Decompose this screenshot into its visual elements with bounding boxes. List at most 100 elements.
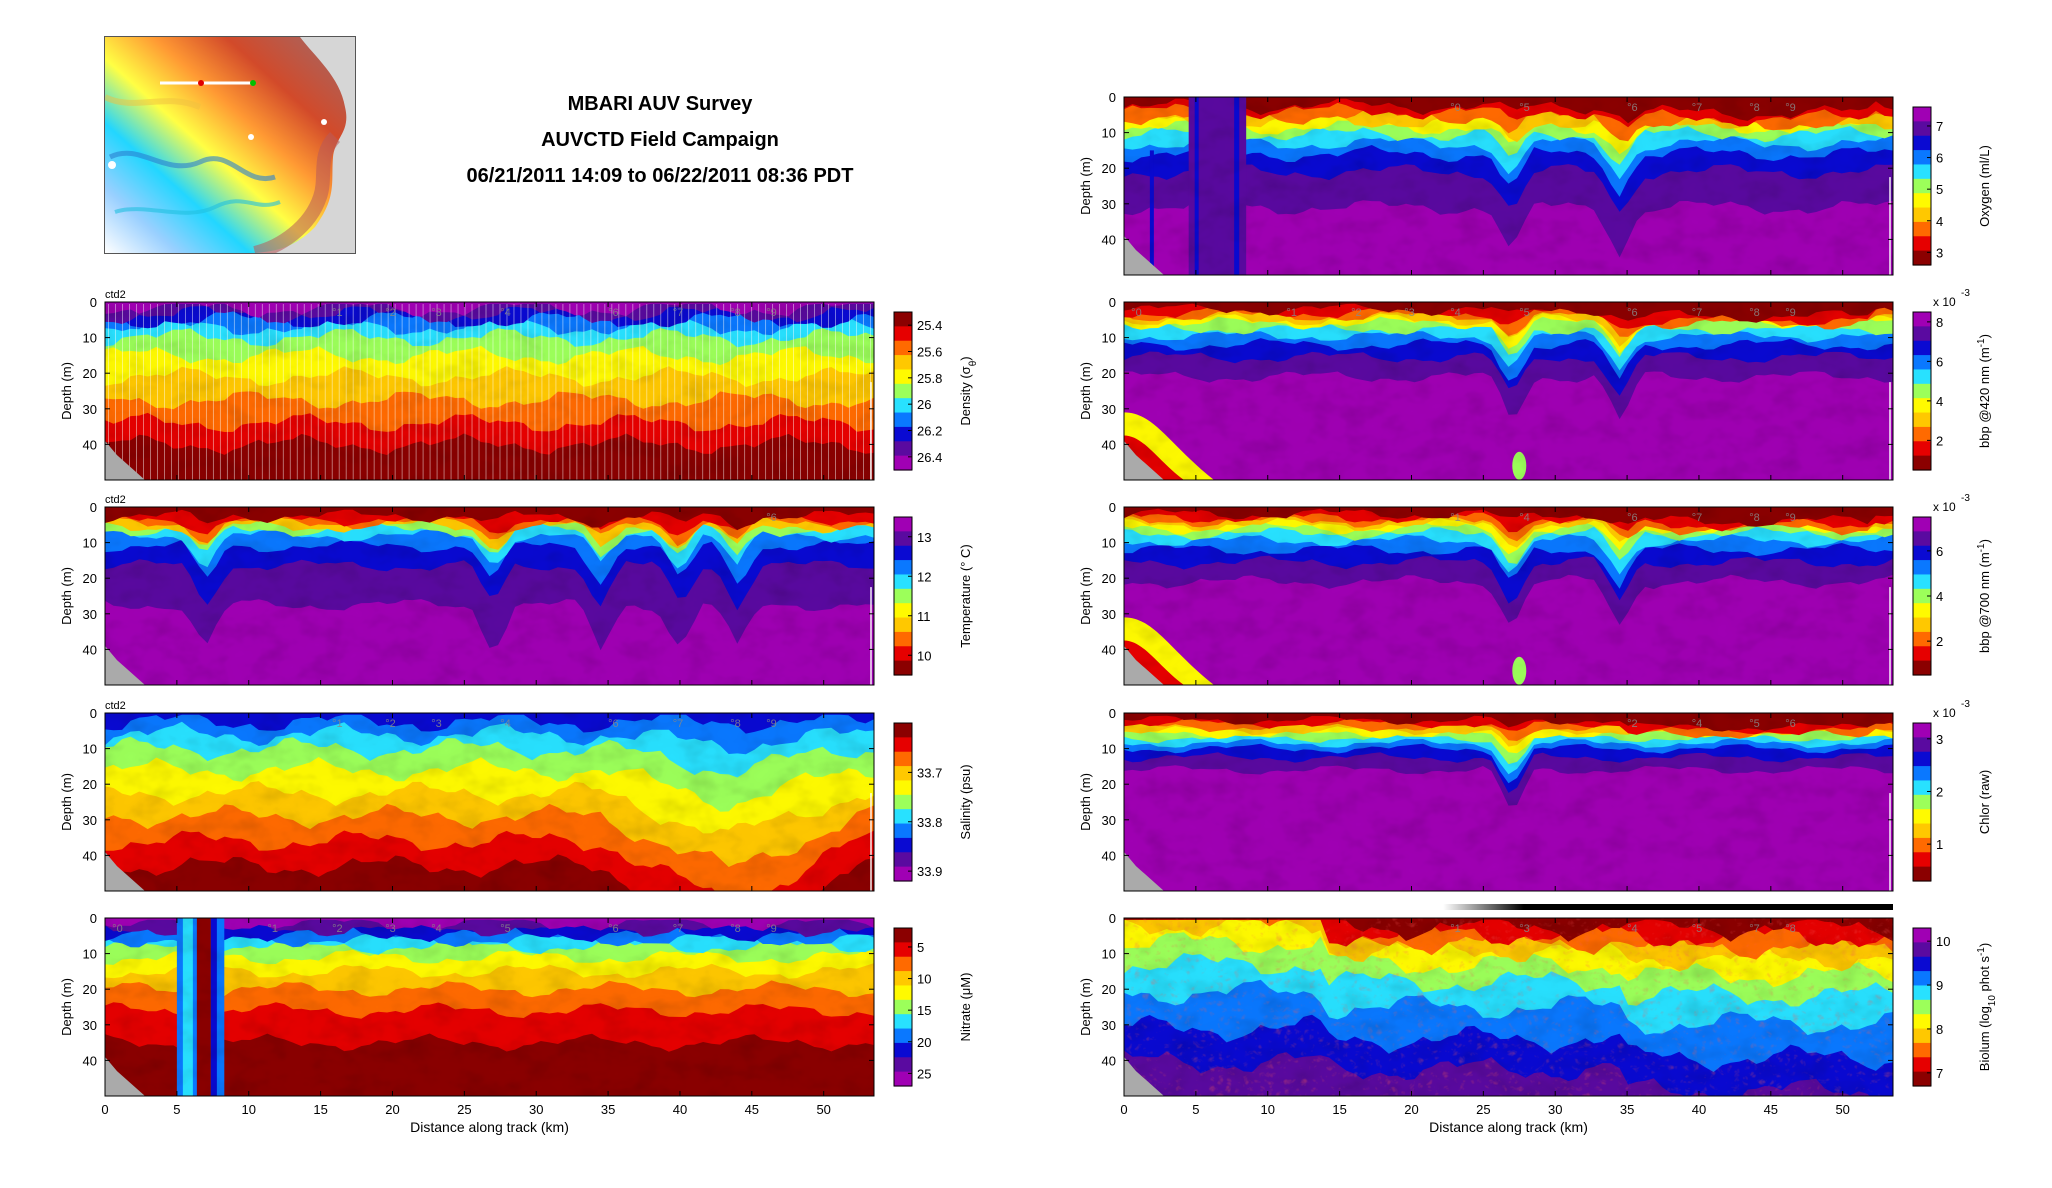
profile-label: °6 bbox=[1785, 718, 1796, 730]
ytick-label: 0 bbox=[90, 500, 97, 515]
profile-label: °1 bbox=[332, 718, 343, 730]
ytick-label: 10 bbox=[83, 536, 97, 551]
profile-label: °4 bbox=[1519, 512, 1530, 524]
ytick-label: 30 bbox=[1102, 1018, 1116, 1033]
xtick-label: 40 bbox=[673, 1102, 687, 1117]
colorbar-tick-label: 20 bbox=[917, 1035, 931, 1050]
density-seafloor bbox=[105, 440, 145, 480]
profile-label: °3 bbox=[1404, 307, 1415, 319]
oxygen-colorbar-label: Oxygen (ml/L) bbox=[1977, 145, 1992, 227]
ytick-label: 30 bbox=[1102, 402, 1116, 417]
colorbar-tick-label: 25.8 bbox=[917, 371, 942, 386]
ytick-label: 40 bbox=[1102, 232, 1116, 247]
panel-temperature: °6 0 10 20 30 40 Depth (m) ctd2 10 11 12 13 Temperat… bbox=[59, 494, 973, 686]
ytick-label: 20 bbox=[1102, 571, 1116, 586]
profile-label: °6 bbox=[608, 307, 619, 319]
density-colorbar: 25.4 25.6 25.8 26 26.2 26.4 Density (σθ) bbox=[893, 311, 979, 471]
ytick-label: 40 bbox=[1102, 848, 1116, 863]
colorbar-exponent-power: -3 bbox=[1961, 288, 1970, 299]
profile-label: °2 bbox=[385, 718, 396, 730]
profile-label: °0 bbox=[1450, 102, 1461, 114]
nitrate-colorbar: 5 10 15 20 25 Nitrate (μM) bbox=[893, 927, 973, 1087]
panel-oxygen: °0 °5 °6 °7 °8 °9 0 10 20 30 40 Depth (m) 3 4 5 6 7 Oxyge… bbox=[1078, 90, 1992, 276]
biolum-colorbar-label: Biolum (log10 phot s-1) bbox=[1976, 943, 1998, 1071]
xtick-label: 25 bbox=[457, 1102, 471, 1117]
oxygen-seafloor bbox=[1124, 235, 1164, 275]
colorbar-tick-label: 8 bbox=[1936, 1022, 1943, 1037]
bbp420-axes-frame bbox=[1123, 301, 1894, 481]
xtick-label: 20 bbox=[385, 1102, 399, 1117]
ytick-label: 30 bbox=[83, 607, 97, 622]
temperature-colorbar: 10 11 12 13 Temperature (° C) bbox=[893, 516, 973, 676]
ytick-label: 20 bbox=[1102, 366, 1116, 381]
colorbar-tick-label: 26.2 bbox=[917, 424, 942, 439]
bbp700-seafloor bbox=[1124, 645, 1164, 685]
nitrate-axes-frame bbox=[104, 917, 875, 1097]
profile-label: °9 bbox=[766, 718, 777, 730]
profile-label: °8 bbox=[1749, 307, 1760, 319]
xtick-label: 15 bbox=[313, 1102, 327, 1117]
profile-label: °6 bbox=[608, 718, 619, 730]
profile-label: °7 bbox=[673, 718, 684, 730]
bbp420-seafloor bbox=[1124, 440, 1164, 480]
xtick-label: 50 bbox=[1835, 1102, 1849, 1117]
colorbar-tick-label: 8 bbox=[1936, 315, 1943, 330]
profile-label: °1 bbox=[1450, 923, 1461, 935]
ytick-label: 20 bbox=[83, 366, 97, 381]
colorbar-tick-label: 2 bbox=[1936, 433, 1943, 448]
title-block: MBARI AUV Survey AUVCTD Field Campaign 0… bbox=[430, 86, 890, 194]
salinity-colorbar-label: Salinity (psu) bbox=[958, 764, 973, 839]
xtick-label: 30 bbox=[529, 1102, 543, 1117]
chlor-axes-frame bbox=[1123, 712, 1894, 892]
ytick-label: 20 bbox=[83, 982, 97, 997]
ytick-label: 40 bbox=[1102, 642, 1116, 657]
profile-label: °2 bbox=[332, 923, 343, 935]
colorbar-exponent: x 10 bbox=[1933, 500, 1956, 514]
colorbar-exponent-power: -3 bbox=[1961, 493, 1970, 504]
profile-label: °8 bbox=[1749, 102, 1760, 114]
xtick-label: 0 bbox=[1120, 1102, 1127, 1117]
profile-label: °8 bbox=[730, 718, 741, 730]
oxygen-field: °0 °5 °6 °7 °8 °9 bbox=[1124, 97, 1893, 275]
profile-label: °9 bbox=[1785, 512, 1796, 524]
panel-biolum: °1 °3 °4 °5 °7 °8 0 10 20 30 40 0 5 10 15 20 25 30 35 40 45 5… bbox=[1078, 911, 1998, 1135]
ytick-label: 10 bbox=[1102, 947, 1116, 962]
bbp700-field: °1 °4 °6 °7 °8 °9 bbox=[1124, 507, 1893, 685]
ytick-label: 40 bbox=[83, 848, 97, 863]
colorbar-tick-label: 5 bbox=[1936, 182, 1943, 197]
xtick-label: 5 bbox=[1192, 1102, 1199, 1117]
ytick-label: 0 bbox=[90, 706, 97, 721]
colorbar-tick-label: 26 bbox=[917, 397, 931, 412]
ytick-label: 10 bbox=[83, 947, 97, 962]
colorbar-tick-label: 10 bbox=[1936, 934, 1950, 949]
profile-label: °3 bbox=[1519, 923, 1530, 935]
xtick-label: 30 bbox=[1548, 1102, 1562, 1117]
salinity-field: °1 °2 °3 °4 °6 °7 °8 °9 bbox=[105, 713, 874, 891]
colorbar-tick-label: 13 bbox=[917, 530, 931, 545]
profile-label: °3 bbox=[431, 307, 442, 319]
profile-label: °6 bbox=[1627, 102, 1638, 114]
xtick-label: 0 bbox=[101, 1102, 108, 1117]
profile-label: °6 bbox=[1627, 512, 1638, 524]
colorbar-exponent-power: -3 bbox=[1961, 699, 1970, 710]
salinity-axes-frame bbox=[104, 712, 875, 892]
profile-label: °0 bbox=[112, 923, 123, 935]
oxygen-colorbar: 3 4 5 6 7 Oxygen (ml/L) bbox=[1912, 106, 1992, 266]
ytick-label: 30 bbox=[83, 1018, 97, 1033]
ytick-label: 20 bbox=[1102, 161, 1116, 176]
colorbar-tick-label: 6 bbox=[1936, 354, 1943, 369]
profile-label: °5 bbox=[1519, 102, 1530, 114]
ylabel: Depth (m) bbox=[1078, 978, 1093, 1036]
xtick-label: 35 bbox=[601, 1102, 615, 1117]
ytick-label: 0 bbox=[90, 295, 97, 310]
ylabel: Depth (m) bbox=[1078, 773, 1093, 831]
ylabel: Depth (m) bbox=[1078, 567, 1093, 625]
colorbar-exponent: x 10 bbox=[1933, 706, 1956, 720]
time-progress-bar bbox=[1316, 904, 1893, 910]
profile-label: °6 bbox=[766, 512, 777, 524]
profile-label: °8 bbox=[730, 307, 741, 319]
profile-label: °1 bbox=[267, 923, 278, 935]
profile-label: °6 bbox=[608, 923, 619, 935]
colorbar-tick-label: 25.4 bbox=[917, 318, 942, 333]
colorbar-tick-label: 7 bbox=[1936, 1066, 1943, 1081]
